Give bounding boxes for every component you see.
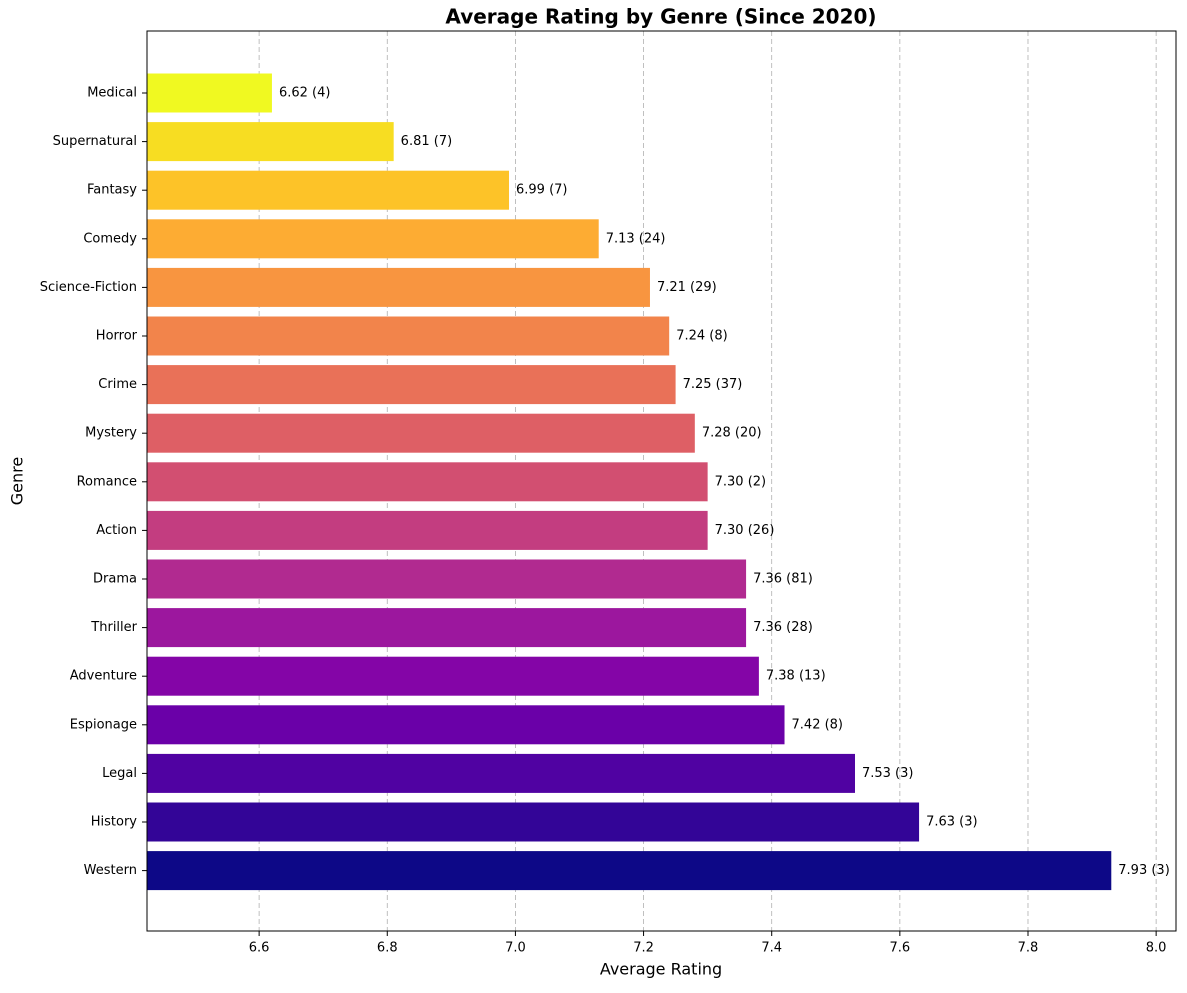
- chart-title: Average Rating by Genre (Since 2020): [445, 5, 876, 29]
- value-label: 7.38 (13): [766, 669, 826, 684]
- y-tick-label: Mystery: [85, 426, 137, 441]
- value-label: 7.28 (20): [702, 426, 762, 441]
- value-label: 7.36 (81): [753, 572, 813, 587]
- bar: [147, 510, 708, 550]
- value-label: 7.93 (3): [1118, 863, 1170, 878]
- x-tick-label: 6.8: [377, 941, 398, 956]
- x-tick-label: 7.6: [890, 941, 911, 956]
- x-tick-label: 8.0: [1146, 941, 1167, 956]
- bar: [147, 122, 394, 162]
- bar: [147, 365, 676, 405]
- value-label: 7.36 (28): [753, 620, 813, 635]
- y-tick-label: Fantasy: [87, 183, 137, 198]
- x-tick-label: 6.6: [249, 941, 270, 956]
- value-label: 7.21 (29): [657, 280, 717, 295]
- y-tick-label: History: [91, 815, 138, 830]
- y-tick-label: Horror: [96, 329, 138, 344]
- value-label: 6.62 (4): [279, 86, 331, 101]
- value-label: 7.30 (2): [715, 474, 767, 489]
- value-label: 7.53 (3): [862, 766, 914, 781]
- bar: [147, 705, 785, 745]
- y-tick-label: Science-Fiction: [40, 280, 137, 295]
- x-tick-label: 7.2: [633, 941, 654, 956]
- y-tick-label: Adventure: [70, 669, 137, 684]
- value-label: 7.25 (37): [683, 377, 743, 392]
- bar: [147, 170, 510, 210]
- x-tick-label: 7.0: [505, 941, 526, 956]
- value-label: 7.63 (3): [926, 815, 978, 830]
- bar: [147, 413, 695, 453]
- bar: [147, 316, 670, 356]
- y-tick-label: Thriller: [90, 620, 137, 635]
- y-tick-label: Drama: [93, 572, 137, 587]
- bar: [147, 219, 599, 259]
- bar: [147, 802, 920, 842]
- bar: [147, 73, 272, 113]
- bar: [147, 462, 708, 502]
- y-tick-label: Action: [96, 523, 137, 538]
- y-tick-label: Crime: [98, 377, 137, 392]
- value-label: 7.13 (24): [606, 231, 666, 246]
- value-label: 7.24 (8): [676, 329, 728, 344]
- x-axis-label: Average Rating: [600, 960, 722, 979]
- y-tick-label: Western: [84, 863, 137, 878]
- y-axis-label: Genre: [8, 457, 27, 505]
- bar: [147, 753, 855, 793]
- y-tick-label: Legal: [102, 766, 137, 781]
- y-tick-label: Supernatural: [53, 134, 137, 149]
- value-label: 6.81 (7): [401, 134, 453, 149]
- bar: [147, 559, 747, 599]
- bar: [147, 267, 650, 307]
- bar: [147, 608, 747, 648]
- y-tick-label: Comedy: [83, 231, 137, 246]
- x-tick-label: 7.4: [761, 941, 782, 956]
- bar: [147, 656, 759, 696]
- y-tick-label: Espionage: [70, 717, 137, 732]
- y-tick-label: Medical: [87, 86, 137, 101]
- value-label: 7.30 (26): [715, 523, 775, 538]
- plot-frame: [146, 30, 1177, 932]
- value-label: 7.42 (8): [792, 717, 844, 732]
- value-label: 6.99 (7): [516, 183, 568, 198]
- y-tick-label: Romance: [77, 474, 137, 489]
- bar: [147, 851, 1112, 891]
- x-tick-label: 7.8: [1018, 941, 1039, 956]
